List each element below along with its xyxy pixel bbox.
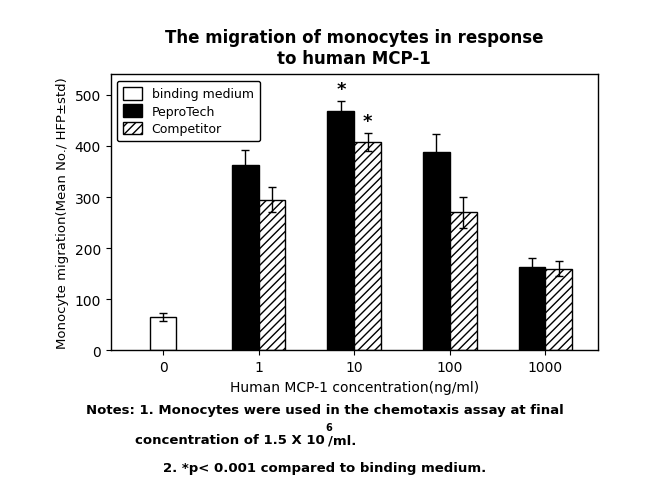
Bar <box>545 269 572 351</box>
Text: concentration of 1.5 X 10: concentration of 1.5 X 10 <box>135 433 325 446</box>
Text: /ml.: /ml. <box>328 433 357 446</box>
Bar <box>423 153 450 351</box>
Text: *: * <box>363 113 372 131</box>
Bar <box>328 112 354 351</box>
X-axis label: Human MCP-1 concentration(ng/ml): Human MCP-1 concentration(ng/ml) <box>229 380 479 394</box>
Y-axis label: Monocyte migration(Mean No./ HFP±std): Monocyte migration(Mean No./ HFP±std) <box>56 77 69 349</box>
Text: 6: 6 <box>325 422 332 432</box>
Text: 2. *p< 0.001 compared to binding medium.: 2. *p< 0.001 compared to binding medium. <box>163 461 487 474</box>
Text: Notes: 1. Monocytes were used in the chemotaxis assay at final: Notes: 1. Monocytes were used in the che… <box>86 403 564 416</box>
Bar <box>259 200 285 351</box>
Title: The migration of monocytes in response
to human MCP-1: The migration of monocytes in response t… <box>165 30 543 68</box>
Bar <box>354 142 381 351</box>
Legend: binding medium, PeproTech, Competitor: binding medium, PeproTech, Competitor <box>117 81 260 142</box>
Bar <box>450 213 476 351</box>
Bar <box>519 268 545 351</box>
Bar <box>150 318 176 351</box>
Text: *: * <box>336 81 346 99</box>
Bar <box>232 166 259 351</box>
